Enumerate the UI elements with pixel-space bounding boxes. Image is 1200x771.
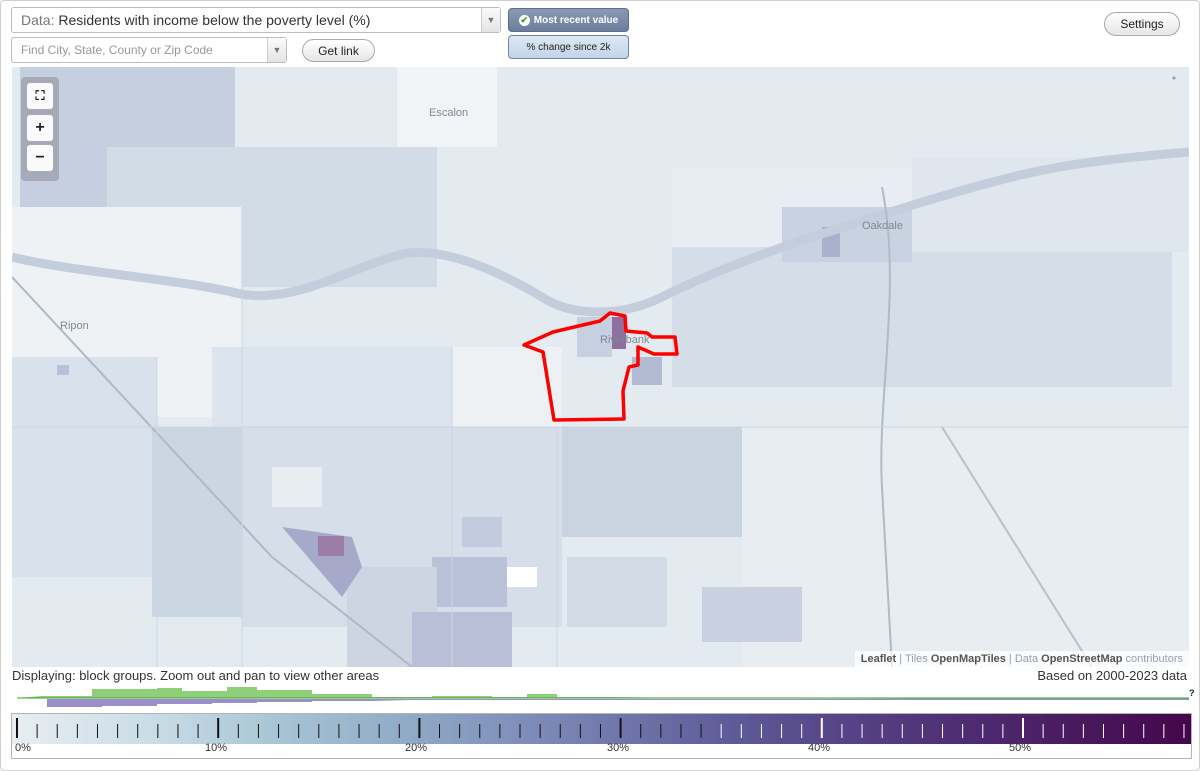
legend-ticks [16,718,1185,738]
map-dot [1172,76,1176,80]
get-link-button[interactable]: Get link [302,39,375,62]
place-label-riverbank: Riverbank [600,334,650,346]
region-block [608,317,626,349]
color-legend: 0% 10% 20% 30% 40% 50% [11,713,1192,759]
distribution-histogram [17,687,1189,707]
data-prefix: Data: [21,12,55,28]
attribution-separator: | [1008,653,1012,665]
settings-button[interactable]: Settings [1104,12,1180,36]
region-block [212,347,452,427]
road-path [880,186,893,667]
river-path [12,147,1189,317]
place-label-oakdale: Oakdale [862,220,903,232]
openstreetmap-link[interactable]: OpenStreetMap [1041,653,1123,665]
legend-tick-label: 40% [808,742,831,754]
legend-tick-label: 20% [405,742,428,754]
checkmark-icon: ✔ [518,14,530,26]
region-block [742,427,1189,667]
region-block [432,557,507,607]
region-block [12,357,157,577]
data-range-note: Based on 2000-2023 data [1037,668,1187,683]
percent-change-toggle[interactable]: % change since 2k [508,35,629,59]
region-block [272,467,322,507]
region-block [702,587,802,642]
data-select[interactable]: Data: Residents with income below the po… [11,7,501,33]
selected-area-outline[interactable] [522,311,679,422]
attribution-separator: | [899,653,903,665]
region-block [412,612,512,667]
most-recent-label: Most recent value [533,14,619,26]
region-block [397,67,497,147]
road-path [941,426,1093,667]
percent-change-label: % change since 2k [526,41,611,53]
histogram-purple [17,699,1189,707]
search-placeholder: Find City, State, County or Zip Code [21,43,213,57]
boundary-lines [12,207,1189,667]
road-path [12,276,413,667]
histogram-green [17,687,1189,699]
region-block [318,536,344,556]
legend-tick-label: 10% [205,742,228,754]
help-icon[interactable]: ? [1189,688,1195,698]
location-search-input[interactable]: Find City, State, County or Zip Code ▼ [11,37,287,63]
data-value: Residents with income below the poverty … [58,12,371,28]
region-block [567,557,667,627]
map-control-bar: ⛶ + − [21,77,59,181]
openmaptiles-link[interactable]: OpenMapTiles [930,653,1006,665]
most-recent-value-toggle[interactable]: ✔ Most recent value [508,8,629,32]
map-layer [12,67,1189,667]
attribution-tiles-label: Tiles [904,653,928,665]
legend-tick-label: 30% [607,742,630,754]
legend-gradient-bar [12,714,1191,744]
attribution-data-label: Data [1014,653,1039,665]
chevron-down-icon[interactable]: ▼ [481,8,500,32]
attribution-contributors: contributors [1125,653,1183,665]
legend-tick-label: 0% [15,742,31,754]
place-label-escalon: Escalon [429,107,469,119]
region-block [57,365,69,375]
chevron-down-icon[interactable]: ▼ [267,38,286,62]
display-status: Displaying: block groups. Zoom out and p… [12,668,380,683]
zoom-in-button[interactable]: + [27,115,53,141]
legend-tick-label: 50% [1009,742,1032,754]
region-block [462,517,502,547]
map-attribution: Leaflet | Tiles OpenMapTiles | Data Open… [854,651,1189,667]
place-label-ripon: Ripon [60,320,89,332]
map-view[interactable]: Escalon Oakdale Ripon Riverbank ⛶ + − Le… [12,67,1189,667]
region-block [557,427,747,537]
fullscreen-icon[interactable]: ⛶ [27,83,53,109]
region-block [507,567,537,587]
zoom-out-button[interactable]: − [27,145,53,171]
region-block [152,427,242,617]
leaflet-link[interactable]: Leaflet [860,653,897,665]
